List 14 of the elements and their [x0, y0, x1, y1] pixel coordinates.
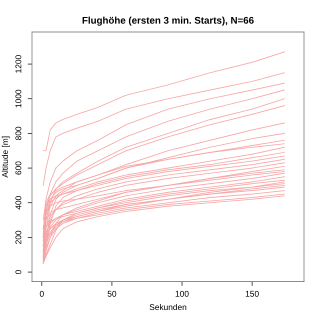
- y-tick-label: 600: [15, 161, 22, 175]
- y-tick-label: 1000: [15, 90, 22, 108]
- x-tick-label: 50: [108, 290, 116, 297]
- x-axis-title: Sekunden: [150, 304, 186, 310]
- y-tick-label: 1200: [15, 55, 22, 73]
- x-tick-label: 100: [176, 290, 189, 297]
- y-tick-label: 0: [15, 270, 22, 274]
- y-tick-label: 200: [15, 230, 22, 244]
- y-axis-title: Altitude [m]: [2, 136, 10, 178]
- x-tick-label: 150: [246, 290, 259, 297]
- chart-title: Flughöhe (ersten 3 min. Starts), N=66: [82, 16, 254, 26]
- y-tick-label: 400: [15, 196, 22, 210]
- y-tick-label: 800: [15, 126, 22, 140]
- x-tick-label: 0: [40, 290, 44, 297]
